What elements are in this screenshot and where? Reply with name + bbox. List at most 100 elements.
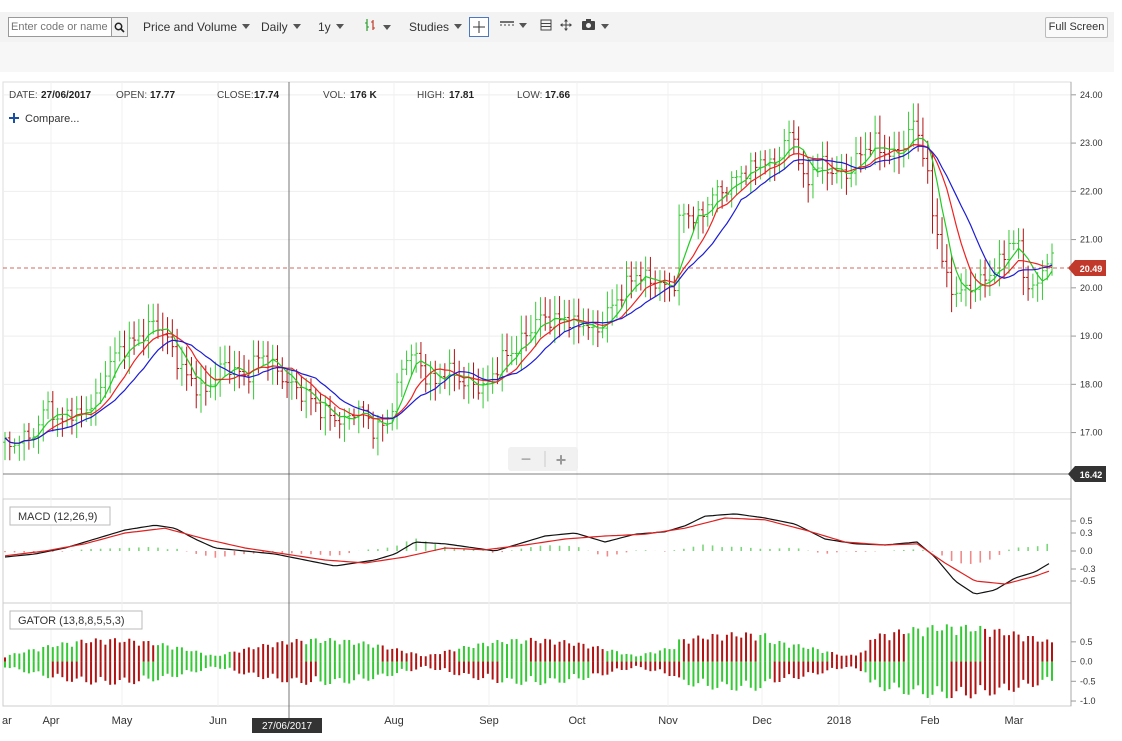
macd-signal-line <box>4 517 1050 585</box>
range-label: 1y <box>318 20 331 34</box>
month-label: Apr <box>42 715 59 727</box>
month-label: Nov <box>658 715 678 727</box>
price-tick-label: 17.00 <box>1080 428 1103 438</box>
vol-value: 176 K <box>350 90 377 101</box>
chevron-down-icon <box>292 24 301 29</box>
month-label: ar <box>2 715 12 727</box>
toolbar-strip <box>0 42 1114 72</box>
search-box <box>8 17 128 37</box>
compare-label: Compare... <box>25 113 79 125</box>
ma-line-fast <box>4 137 1053 444</box>
screenshot-dropdown[interactable] <box>581 18 609 34</box>
high-label: HIGH: <box>417 90 445 101</box>
month-label: Sep <box>479 715 499 727</box>
cursor-price-tag <box>1068 466 1106 482</box>
y-axes: 24.00 23.00 22.00 21.00 20.00 19.00 18.00 17.00… <box>1070 82 1103 706</box>
zoom-in-button[interactable]: + <box>556 450 567 470</box>
move-button[interactable] <box>560 19 572 34</box>
ma-line-slow <box>4 145 1053 444</box>
chevron-down-icon <box>601 24 609 29</box>
chevron-down-icon <box>242 24 251 29</box>
macd-tick-label: -0.5 <box>1080 576 1096 586</box>
price-bars <box>3 103 1054 461</box>
high-value: 17.81 <box>449 90 474 101</box>
month-label: May <box>112 715 133 727</box>
gator-title-box <box>9 610 143 630</box>
low-label: LOW: <box>517 90 542 101</box>
full-screen-button[interactable]: Full Screen <box>1045 17 1108 38</box>
macd-tick-label: 0.0 <box>1080 546 1093 556</box>
gator-tick-label: 0.5 <box>1080 637 1093 647</box>
table-button[interactable] <box>540 19 552 34</box>
studies-dropdown[interactable]: Studies <box>409 20 463 34</box>
grid <box>3 82 1071 706</box>
gator-study <box>4 624 1053 699</box>
move-icon <box>560 19 572 31</box>
chevron-down-icon <box>335 24 344 29</box>
gator-tick-label: 0.0 <box>1080 657 1093 667</box>
date-label: DATE: <box>9 90 38 101</box>
chart-type-dropdown[interactable] <box>364 18 391 35</box>
price-tick-label: 21.00 <box>1080 235 1103 245</box>
candle-type-icon <box>365 19 375 31</box>
macd-title: MACD (12,26,9) <box>18 511 97 523</box>
gator-tick-label: -1.0 <box>1080 696 1096 706</box>
toolbar: Price and Volume Daily 1y Studies Full S… <box>0 12 1114 43</box>
compare-button[interactable]: Compare... <box>9 113 79 125</box>
month-label: Feb <box>921 715 940 727</box>
price-tick-label: 24.00 <box>1080 90 1103 100</box>
macd-tick-label: -0.3 <box>1080 564 1096 574</box>
macd-macd-line <box>4 513 1050 595</box>
open-value: 17.77 <box>150 90 175 101</box>
gator-title: GATOR (13,8,8,5,5,3) <box>18 615 125 627</box>
search-icon <box>114 22 125 33</box>
moving-averages <box>4 137 1053 444</box>
month-label: Mar <box>1005 715 1024 727</box>
price-volume-label: Price and Volume <box>143 20 238 34</box>
table-icon <box>540 19 552 31</box>
zoom-out-button[interactable]: − <box>521 449 532 469</box>
chevron-down-icon <box>383 25 391 30</box>
vol-label: VOL: <box>323 90 346 101</box>
price-tick-label: 23.00 <box>1080 138 1103 148</box>
zoom-control: − + <box>508 447 578 471</box>
date-value: 27/06/2017 <box>41 90 91 101</box>
chevron-down-icon <box>519 23 527 28</box>
search-input[interactable] <box>9 19 111 35</box>
line-style-dropdown[interactable] <box>500 19 527 33</box>
crosshair-date: 27/06/2017 <box>262 721 312 732</box>
macd-panel-frame <box>2 498 1072 604</box>
crosshair-icon <box>473 21 485 33</box>
line-style-icon <box>500 21 514 26</box>
search-button[interactable] <box>111 18 127 36</box>
month-label: Oct <box>568 715 585 727</box>
price-tick-label: 22.00 <box>1080 186 1103 196</box>
price-volume-dropdown[interactable]: Price and Volume <box>143 20 251 34</box>
camera-icon <box>582 19 595 30</box>
interval-label: Daily <box>261 20 288 34</box>
price-tick-label: 19.00 <box>1080 331 1103 341</box>
crosshair-date-tag <box>252 718 322 733</box>
month-label: 2018 <box>827 715 851 727</box>
month-label: Dec <box>752 715 772 727</box>
macd-title-box <box>9 506 111 526</box>
close-value: 17.74 <box>254 90 279 101</box>
crosshair-button[interactable] <box>469 17 489 37</box>
studies-label: Studies <box>409 20 450 34</box>
open-label: OPEN: <box>116 90 147 101</box>
ma-line-mid <box>4 143 1053 444</box>
zoom-bg <box>508 447 578 471</box>
range-dropdown[interactable]: 1y <box>318 20 344 34</box>
macd-tick-label: 0.5 <box>1080 516 1093 526</box>
chevron-down-icon <box>454 24 463 29</box>
cursor-price-value: 16.42 <box>1080 470 1103 480</box>
low-value: 17.66 <box>545 90 570 101</box>
macd-study <box>4 513 1050 595</box>
price-tick-label: 18.00 <box>1080 379 1103 389</box>
macd-tick-label: 0.3 <box>1080 528 1093 538</box>
price-tick-label: 20.00 <box>1080 283 1103 293</box>
month-label: Jun <box>209 715 227 727</box>
month-label: Aug <box>384 715 404 727</box>
interval-dropdown[interactable]: Daily <box>261 20 301 34</box>
